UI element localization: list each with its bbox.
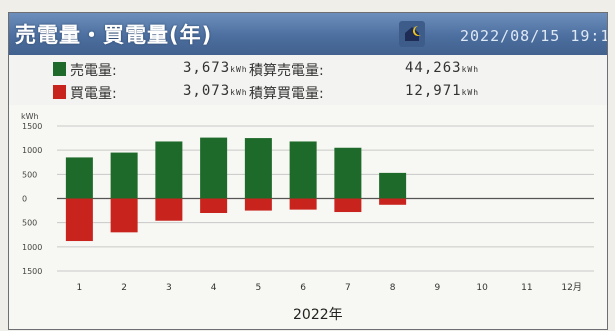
y-tick-label: 1500 xyxy=(22,122,42,131)
sell-bar xyxy=(155,141,183,199)
total-sell-label: 積算売電量: xyxy=(249,63,324,79)
x-tick-label: 10 xyxy=(476,283,488,293)
buy-label: 買電量: xyxy=(70,86,117,102)
x-tick-label: 3 xyxy=(166,283,172,293)
buy-legend-swatch xyxy=(53,85,66,99)
y-tick-label: 500 xyxy=(22,219,37,228)
buy-bar xyxy=(379,198,407,205)
buy-bar xyxy=(110,198,138,233)
x-tick-label: 1 xyxy=(77,283,83,293)
total-sell-unit: kWh xyxy=(461,65,480,74)
buy-bar xyxy=(65,198,93,242)
buy-bar xyxy=(200,198,228,213)
sell-unit: kWh xyxy=(230,65,248,74)
y-tick-label: 1000 xyxy=(22,243,42,252)
x-tick-label: 4 xyxy=(211,283,217,293)
buy-bar xyxy=(244,198,272,211)
buy-bar xyxy=(334,198,362,213)
sell-bar xyxy=(200,137,228,199)
x-tick-label: 5 xyxy=(256,283,262,293)
x-tick-label: 12月 xyxy=(561,282,581,293)
x-tick-label: 9 xyxy=(435,283,441,293)
total-buy-unit: kWh xyxy=(461,88,480,97)
y-tick-label: 1500 xyxy=(22,267,42,276)
datetime-display: 2022/08/15 19:11 xyxy=(460,27,608,45)
buy-unit: kWh xyxy=(230,88,248,97)
total-sell-value: 44,263kWh xyxy=(405,60,480,76)
sell-legend-swatch xyxy=(53,62,66,76)
x-tick-label: 8 xyxy=(390,283,396,293)
sell-bar xyxy=(334,147,362,199)
sell-bar xyxy=(110,152,138,199)
header-bar: 売電量・買電量(年) 2022/08/15 19:11 xyxy=(9,13,607,55)
page-title: 売電量・買電量(年) xyxy=(15,23,213,47)
buy-bar xyxy=(289,198,317,210)
total-buy-label: 積算買電量: xyxy=(249,86,324,102)
y-axis-unit: kWh xyxy=(21,112,39,121)
x-tick-label: 2 xyxy=(121,283,127,293)
year-label: 2022年 xyxy=(293,307,343,323)
x-tick-label: 7 xyxy=(345,283,351,293)
buy-value: 3,073kWh xyxy=(183,83,248,99)
x-tick-label: 11 xyxy=(521,283,532,293)
monitor-screen: 売電量・買電量(年) 2022/08/15 19:11 売電量: 3,673kW… xyxy=(8,12,608,330)
sell-bar xyxy=(65,157,93,199)
sell-bar xyxy=(379,172,407,199)
y-tick-label: 1000 xyxy=(22,146,42,155)
summary-panel: 売電量: 3,673kWh 積算売電量: 44,263kWh 買電量: 3,07… xyxy=(9,55,607,105)
x-tick-label: 6 xyxy=(300,283,306,293)
sell-bar xyxy=(244,138,272,199)
sell-label: 売電量: xyxy=(70,63,117,79)
night-moon-house-icon[interactable] xyxy=(399,21,425,47)
sell-bar xyxy=(289,141,317,199)
sell-value: 3,673kWh xyxy=(183,60,248,76)
buy-bar xyxy=(155,198,183,221)
y-tick-label: 500 xyxy=(22,170,37,179)
y-tick-label: 0 xyxy=(22,195,27,204)
total-buy-value: 12,971kWh xyxy=(405,83,480,99)
